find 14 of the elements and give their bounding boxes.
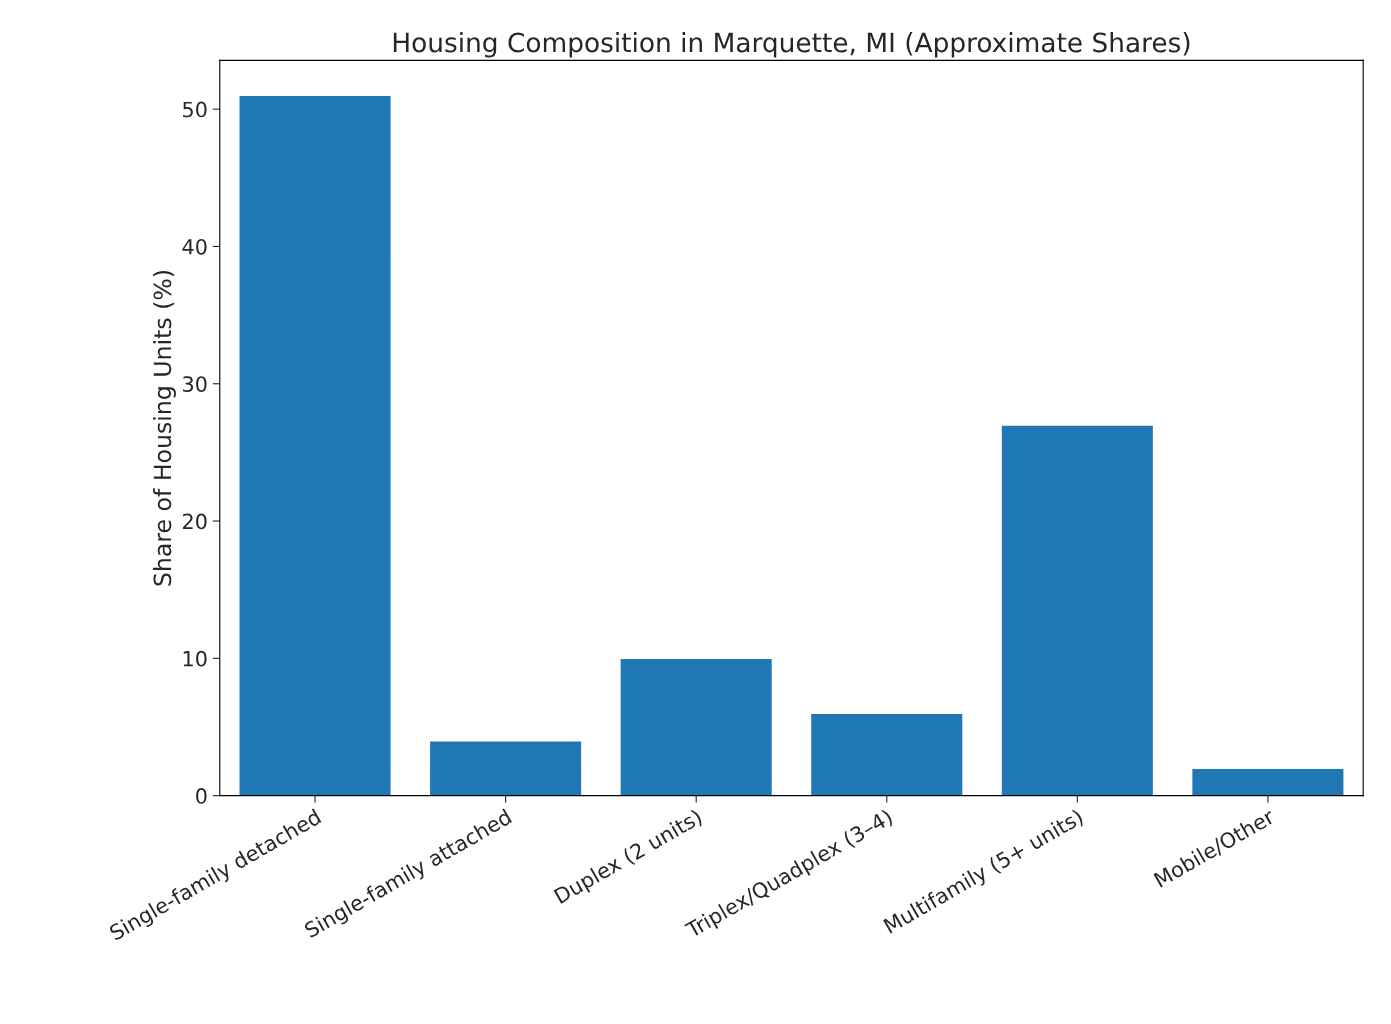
bar: [428, 740, 583, 796]
y-tick-label: 10: [183, 650, 207, 667]
y-tick-label: 20: [182, 513, 207, 530]
bar: [238, 94, 392, 796]
bar: [619, 657, 774, 796]
bar: [1000, 424, 1155, 796]
y-tick-label: 50: [183, 101, 207, 118]
y-tick-label: 0: [196, 788, 207, 804]
y-tick-label: 40: [182, 238, 207, 255]
bar: [809, 712, 964, 796]
y-tick-label: 30: [183, 376, 207, 392]
bar: [1190, 767, 1345, 796]
chart-title: Housing Composition in Marquette, MI (Approximate Shares): [393, 32, 1190, 58]
y-axis-title: Share of Housing Units (%): [153, 271, 176, 586]
